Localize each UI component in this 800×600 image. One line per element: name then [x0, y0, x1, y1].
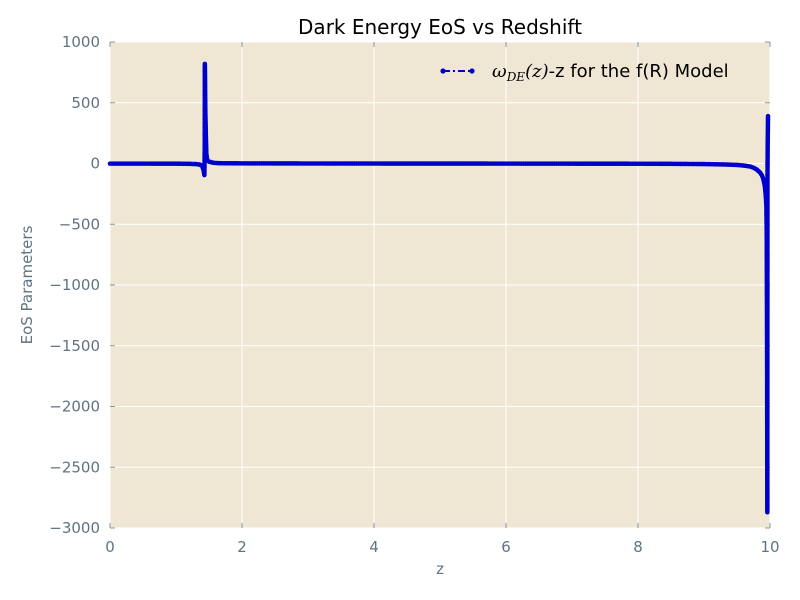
legend-omega: ω: [492, 61, 507, 82]
y-tick-label: 1000: [62, 33, 100, 51]
y-axis-label: EoS Parameters: [18, 225, 36, 344]
x-tick-label: 2: [237, 538, 247, 556]
y-tick-label: 500: [71, 94, 100, 112]
x-tick-label: 4: [369, 538, 379, 556]
legend-marker: [469, 68, 475, 74]
legend-marker: [440, 68, 446, 74]
y-tick-label: −1500: [49, 337, 100, 355]
legend-argument: (z): [525, 61, 549, 82]
y-tick-label: −3000: [49, 519, 100, 537]
series-point: [765, 113, 771, 119]
y-tick-label: −2500: [49, 458, 100, 476]
y-tick-label: −500: [59, 215, 100, 233]
series-layer: [107, 61, 771, 515]
y-tick-label: −1000: [49, 276, 100, 294]
x-tick-label: 8: [633, 538, 643, 556]
legend-subscript: DE: [506, 70, 526, 84]
x-axis-label: z: [436, 560, 444, 578]
chart-title: Dark Energy EoS vs Redshift: [298, 15, 582, 39]
y-tick-label: 0: [90, 155, 100, 173]
x-tick-label: 0: [105, 538, 115, 556]
legend: ωDE(z)-z for the f(R) Model: [440, 61, 729, 84]
y-tick-label: −2000: [49, 398, 100, 416]
ticks: 0 2 4 6 8 10 1000 500 0 −500 −1000 −1500 −2000 −2500 −…: [49, 33, 779, 556]
legend-label: ωDE(z)-z for the f(R) Model: [492, 61, 729, 84]
legend-suffix: -z for the f(R) Model: [549, 61, 729, 82]
x-tick-label: 10: [760, 538, 779, 556]
x-tick-label: 6: [501, 538, 511, 556]
